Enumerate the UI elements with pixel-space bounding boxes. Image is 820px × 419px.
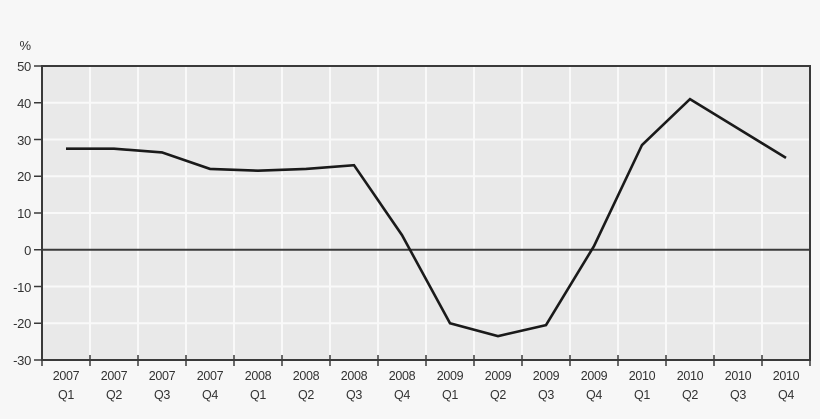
data-line [66,97,787,338]
x-axis-tick-label: 2010 Q3 [714,367,762,405]
x-axis-tick-label: 2009 Q1 [426,367,474,405]
x-axis-label-year: 2007 [100,369,128,383]
x-axis-label-quarter: Q2 [297,388,315,402]
plot-border [41,65,811,361]
x-axis-tick-label: 2009 Q2 [474,367,522,405]
x-axis-tick-label: 2009 Q4 [570,367,618,405]
x-axis-label-quarter: Q3 [537,388,555,402]
x-axis-label-quarter: Q2 [489,388,507,402]
x-axis-tick-label: 2008 Q4 [378,367,426,405]
x-axis-label-quarter: Q4 [393,388,411,402]
x-axis-tick-label: 2010 Q4 [762,367,810,405]
x-axis-label-quarter: Q2 [105,388,123,402]
x-axis-label-year: 2010 [772,369,800,383]
x-axis-label-quarter: Q3 [345,388,363,402]
x-axis-tick-label: 2008 Q1 [234,367,282,405]
x-axis-label-quarter: Q1 [633,388,651,402]
x-axis-tick-label: 2010 Q1 [618,367,666,405]
x-axis-label-year: 2010 [628,369,656,383]
x-axis-label-year: 2010 [676,369,704,383]
x-axis-tick-label: 2007 Q3 [138,367,186,405]
x-axis-label-quarter: Q1 [249,388,267,402]
y-axis-tick-label: -30 [13,353,31,368]
x-axis-label-year: 2009 [436,369,464,383]
x-axis-label-year: 2010 [724,369,752,383]
x-axis-tick-label: 2007 Q2 [90,367,138,405]
y-axis-unit-label: % [19,38,31,53]
y-axis-tick-label: -20 [13,316,31,332]
x-axis-label-quarter: Q4 [201,388,219,402]
y-axis-tick-label: 10 [17,206,31,221]
x-axis-label-quarter: Q1 [57,388,75,402]
x-axis-label-quarter: Q4 [777,388,795,402]
x-axis-label-quarter: Q3 [729,388,747,402]
y-axis-tick-label: 50 [17,59,31,74]
x-axis-label-year: 2009 [484,369,512,383]
x-axis-label-year: 2009 [532,369,560,383]
x-axis-label-quarter: Q4 [585,388,603,402]
x-axis-label-year: 2008 [340,369,368,383]
x-axis-tick-label: 2008 Q2 [282,367,330,405]
y-axis-tick-label: 20 [17,169,31,185]
x-axis-label-year: 2008 [388,369,416,383]
y-axis-tick-label: 30 [17,132,31,148]
x-axis-tick-label: 2007 Q1 [42,367,90,405]
x-axis-label-year: 2009 [580,369,608,383]
y-axis-tick-label: 40 [17,95,31,111]
y-axis-tick-label: -10 [13,279,31,295]
y-axis-tick-label: 0 [24,242,31,258]
x-axis-tick-label: 2008 Q3 [330,367,378,405]
x-axis-label-quarter: Q3 [153,388,171,402]
x-axis-label-year: 2008 [244,369,272,383]
x-axis-tick-label: 2007 Q4 [186,367,234,405]
x-axis-label-quarter: Q1 [441,388,459,402]
x-axis-label-year: 2007 [52,369,80,383]
x-axis-label-year: 2007 [196,369,224,383]
x-axis-tick-label: 2009 Q3 [522,367,570,405]
x-axis-tick-label: 2010 Q2 [666,367,714,405]
x-axis-label-quarter: Q2 [681,388,699,402]
x-axis-label-year: 2007 [148,369,176,383]
x-axis-label-year: 2008 [292,369,320,383]
